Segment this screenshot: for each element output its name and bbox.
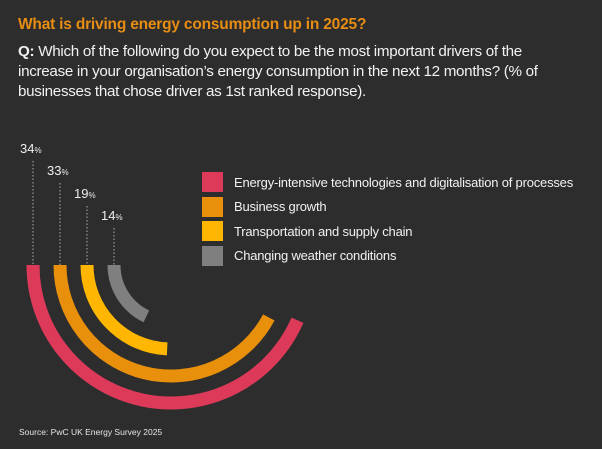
value-label: 34%	[20, 141, 42, 156]
legend-item: Changing weather conditions	[202, 244, 573, 269]
legend-swatch	[202, 221, 223, 242]
legend: Energy-intensive technologies and digita…	[202, 170, 573, 268]
legend-label: Business growth	[234, 199, 327, 215]
survey-question: Q: Which of the following do you expect …	[18, 42, 578, 102]
value-label: 14%	[101, 208, 123, 223]
legend-label: Energy-intensive technologies and digita…	[234, 174, 574, 190]
legend-item: Energy-intensive technologies and digita…	[202, 170, 573, 195]
legend-swatch	[202, 196, 223, 217]
arc-bar	[107, 264, 150, 323]
legend-label: Transportation and supply chain	[234, 223, 413, 239]
value-label: 19%	[74, 186, 96, 201]
source-note: Source: PwC UK Energy Survey 2025	[19, 427, 163, 437]
legend-swatch	[202, 172, 223, 193]
legend-swatch	[202, 245, 223, 266]
chart-title: What is driving energy consumption up in…	[18, 16, 367, 33]
arc-bar	[53, 264, 275, 383]
legend-item: Business growth	[202, 195, 573, 220]
legend-item: Transportation and supply chain	[202, 219, 573, 244]
question-text: Which of the following do you expect to …	[18, 43, 538, 100]
arc-bar	[26, 264, 304, 410]
legend-label: Changing weather conditions	[234, 248, 397, 264]
arc-bar	[80, 264, 168, 356]
value-label: 33%	[47, 163, 69, 178]
question-prefix: Q:	[18, 43, 35, 60]
